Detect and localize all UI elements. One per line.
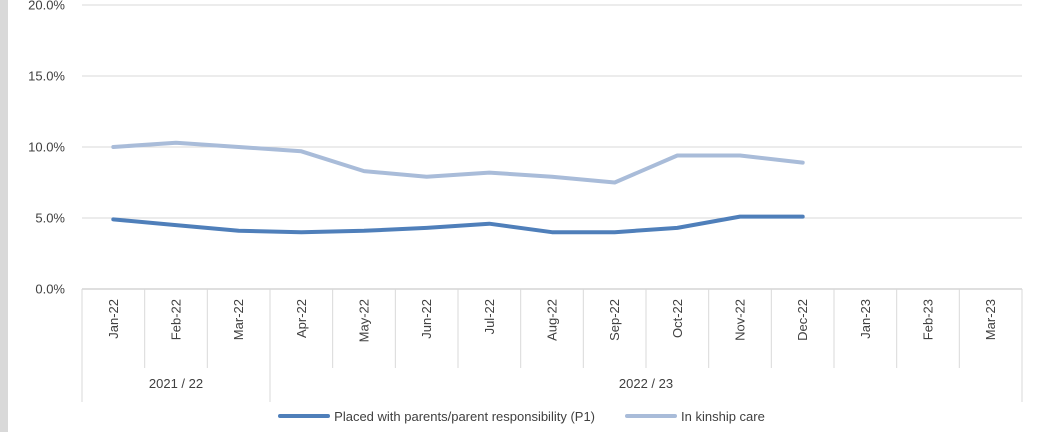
- legend-item-kinship: In kinship care: [625, 409, 765, 424]
- x-tick-label: Dec-22: [795, 299, 810, 341]
- y-tick-label: 20.0%: [28, 0, 65, 13]
- x-tick-label: Mar-23: [983, 299, 998, 340]
- x-group-label: 2022 / 23: [619, 376, 673, 391]
- x-tick-label: Jun-22: [419, 299, 434, 339]
- legend-item-p1: Placed with parents/parent responsibilit…: [278, 409, 595, 424]
- x-axis: [81, 288, 1023, 368]
- y-tick-label: 5.0%: [35, 211, 65, 226]
- line-chart: 0.0% 5.0% 10.0% 15.0% 20.0% Jan-22 Feb-22 Mar-…: [28, 0, 1023, 402]
- x-tick-label: Feb-23: [921, 299, 936, 340]
- x-axis-groups: 2021 / 22 2022 / 23: [81, 368, 1023, 402]
- x-tick-label: Feb-22: [169, 299, 184, 340]
- series-line-p1: [111, 214, 805, 235]
- y-axis-ticks: 0.0% 5.0% 10.0% 15.0% 20.0%: [28, 0, 65, 297]
- x-tick-label: Jan-22: [106, 299, 121, 339]
- left-edge-bar: [0, 0, 8, 432]
- series-lines: [111, 140, 805, 235]
- legend-label-p1: Placed with parents/parent responsibilit…: [334, 408, 596, 424]
- x-tick-label: Nov-22: [733, 299, 748, 341]
- x-tick-label: Mar-22: [231, 299, 246, 340]
- legend: Placed with parents/parent responsibilit…: [0, 404, 1043, 428]
- legend-label-kinship: In kinship care: [681, 408, 765, 424]
- legend-swatch-kinship: [625, 414, 678, 418]
- legend-swatch-p1: [278, 414, 331, 418]
- y-tick-label: 15.0%: [28, 69, 65, 84]
- x-tick-label: Aug-22: [545, 299, 560, 341]
- series-line-kinship: [111, 140, 805, 185]
- x-group-label: 2021 / 22: [149, 376, 203, 391]
- y-tick-label: 10.0%: [28, 140, 65, 155]
- x-tick-label: Oct-22: [670, 299, 685, 338]
- x-axis-ticks: Jan-22 Feb-22 Mar-22 Apr-22 May-22 Jun-22 Jul-…: [106, 299, 998, 342]
- x-tick-label: Jan-23: [858, 299, 873, 339]
- x-tick-label: Sep-22: [607, 299, 622, 341]
- gridlines: [82, 4, 1022, 219]
- x-tick-label: Jul-22: [482, 299, 497, 334]
- y-tick-label: 0.0%: [35, 282, 65, 297]
- x-tick-label: May-22: [357, 299, 372, 342]
- x-tick-label: Apr-22: [294, 299, 309, 338]
